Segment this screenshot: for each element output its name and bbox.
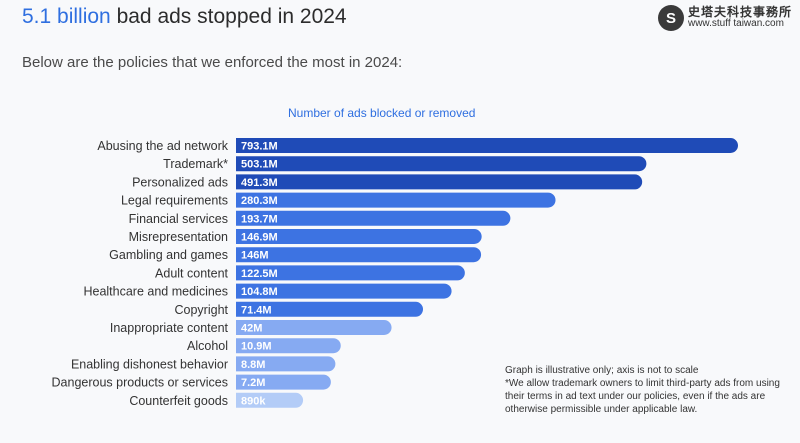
- bar: [236, 320, 392, 335]
- bar-value-label: 42M: [241, 323, 262, 335]
- chart-notes: Graph is illustrative only; axis is not …: [505, 364, 780, 416]
- bar-value-label: 122.5M: [241, 268, 278, 280]
- category-label: Healthcare and medicines: [83, 285, 228, 299]
- category-label: Inappropriate content: [110, 321, 229, 335]
- bar-value-label: 8.8M: [241, 359, 265, 371]
- bar: [236, 192, 556, 208]
- bar: [236, 283, 452, 299]
- watermark-url: www.stuff taiwan.com: [687, 18, 784, 30]
- category-label: Legal requirements: [121, 194, 228, 208]
- title-highlight: 5.1 billion: [22, 5, 111, 28]
- category-label: Trademark*: [163, 157, 228, 171]
- category-label: Personalized ads: [132, 175, 228, 189]
- note-trademark: *We allow trademark owners to limit thir…: [505, 378, 780, 415]
- category-label: Gambling and games: [109, 248, 228, 262]
- bar-value-label: 193.7M: [241, 213, 278, 225]
- bar-value-label: 7.2M: [241, 377, 265, 389]
- bar-value-label: 10.9M: [241, 341, 272, 353]
- page-title: 5.1 billion bad ads stopped in 2024: [22, 5, 347, 29]
- bar: [236, 356, 336, 372]
- bar-value-label: 71.4M: [241, 304, 272, 316]
- category-label: Dangerous products or services: [52, 376, 228, 390]
- category-label: Enabling dishonest behavior: [71, 357, 228, 371]
- watermark-name: 史塔夫科技事務所: [687, 5, 792, 20]
- note-illustrative: Graph is illustrative only; axis is not …: [505, 365, 699, 376]
- bar: [236, 392, 304, 408]
- bar-value-label: 890k: [241, 395, 266, 407]
- bar: [236, 247, 482, 263]
- bar: [236, 138, 738, 153]
- category-label: Counterfeit goods: [129, 394, 228, 408]
- category-label: Alcohol: [187, 339, 228, 353]
- bar-value-label: 503.1M: [241, 159, 278, 171]
- title-rest: bad ads stopped in 2024: [116, 5, 347, 28]
- bar: [236, 174, 643, 190]
- bar-value-label: 280.3M: [241, 195, 278, 207]
- watermark: S 史塔夫科技事務所 www.stuff taiwan.com: [657, 5, 792, 31]
- bar: [236, 265, 465, 281]
- category-label: Abusing the ad network: [97, 139, 228, 153]
- category-label: Copyright: [175, 303, 229, 317]
- category-label: Adult content: [155, 266, 228, 280]
- bar: [236, 338, 341, 354]
- category-label: Financial services: [129, 212, 228, 226]
- bar-value-label: 491.3M: [241, 177, 278, 189]
- bar: [236, 156, 647, 172]
- bar: [236, 374, 331, 390]
- bar-value-label: 104.8M: [241, 286, 278, 298]
- bar: [236, 229, 482, 245]
- watermark-logo-icon: S: [657, 5, 684, 31]
- bar-value-label: 793.1M: [241, 141, 278, 153]
- bar-value-label: 146M: [241, 250, 269, 262]
- page-subtitle: Below are the policies that we enforced …: [22, 54, 403, 71]
- category-label: Misrepresentation: [129, 230, 228, 244]
- bar-value-label: 146.9M: [241, 232, 278, 244]
- bar: [236, 210, 511, 226]
- chart-title: Number of ads blocked or removed: [288, 106, 476, 120]
- bar: [236, 301, 424, 317]
